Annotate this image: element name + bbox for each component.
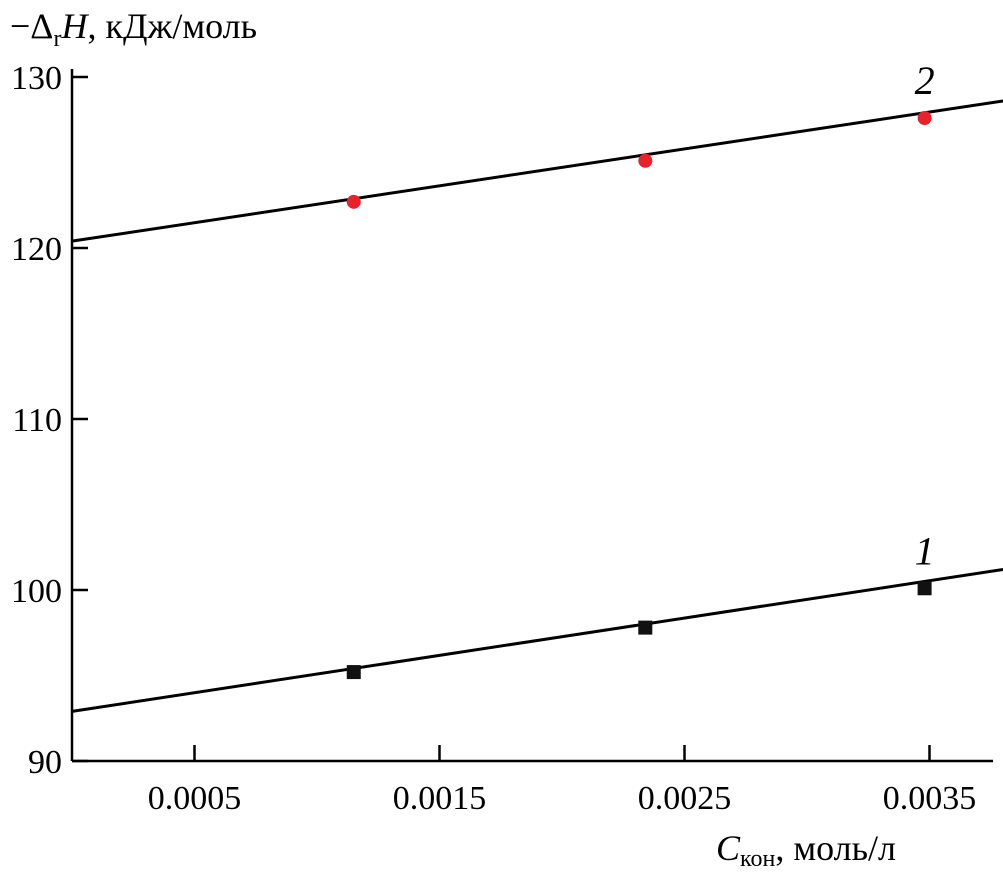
y-tick-label: 120 bbox=[11, 231, 62, 268]
y-tick-label: 110 bbox=[12, 402, 62, 439]
data-point-square bbox=[638, 620, 653, 635]
series-label-2: 2 bbox=[915, 58, 935, 103]
data-points bbox=[346, 111, 932, 680]
data-point-circle bbox=[917, 111, 932, 126]
x-tick-label: 0.0005 bbox=[148, 780, 242, 817]
labels: −ΔrH, кДж/моль Cкон, моль/л 1 2 bbox=[10, 6, 935, 872]
data-point-circle bbox=[346, 194, 361, 209]
y-axis-title: −ΔrH, кДж/моль bbox=[10, 6, 257, 52]
data-point-square bbox=[346, 665, 361, 680]
fit-lines bbox=[71, 99, 1003, 713]
fit-line-1 bbox=[71, 567, 1003, 713]
series-label-1: 1 bbox=[915, 528, 935, 573]
y-tick-label: 90 bbox=[28, 744, 62, 781]
x-tick-label: 0.0025 bbox=[638, 780, 732, 817]
y-tick-label: 130 bbox=[11, 60, 62, 97]
x-tick-label: 0.0015 bbox=[393, 780, 487, 817]
data-point-square bbox=[917, 581, 932, 596]
x-axis-title: Cкон, моль/л bbox=[716, 828, 896, 872]
y-tick-label: 100 bbox=[11, 573, 62, 610]
data-point-circle bbox=[638, 153, 653, 168]
fit-line-2 bbox=[71, 99, 1003, 243]
axes: 90 100 110 120 130 0.0005 0.0015 0.0025 0.0035 bbox=[11, 60, 993, 817]
x-tick-label: 0.0035 bbox=[883, 780, 977, 817]
